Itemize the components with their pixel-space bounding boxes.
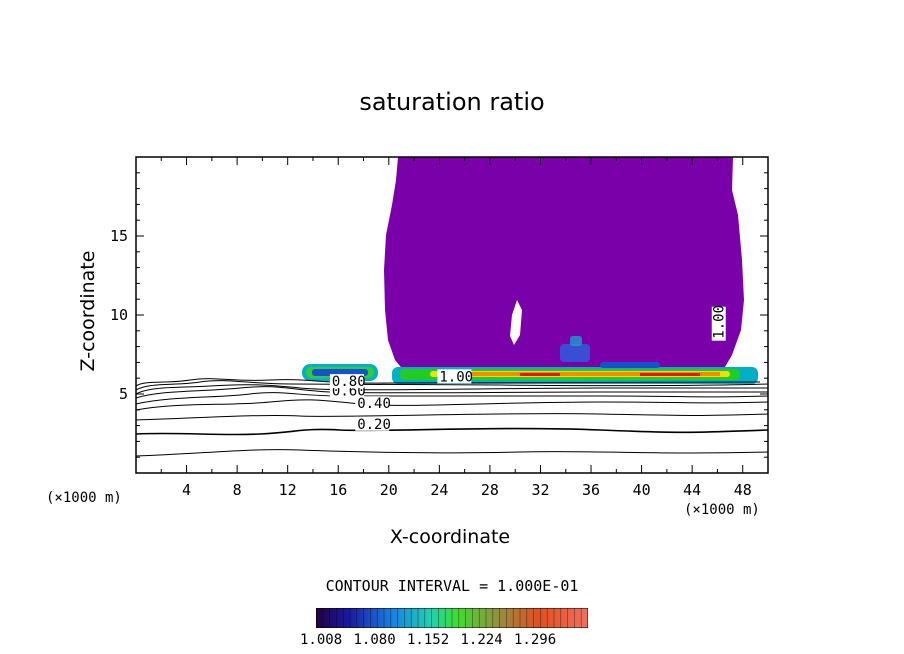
y-tick-label: 10 xyxy=(110,306,128,324)
x-tick-label: 8 xyxy=(233,481,242,499)
x-tick-label: 16 xyxy=(329,481,347,499)
x-tick-label: 40 xyxy=(633,481,651,499)
colorbar-tick-label: 1.080 xyxy=(353,632,396,648)
x-tick-label: 44 xyxy=(683,481,701,499)
x-tick-label: 48 xyxy=(734,481,752,499)
contour-label-bg xyxy=(355,416,390,431)
cloud-band-main xyxy=(392,336,758,384)
supersaturated-region xyxy=(384,157,744,382)
contour-lines xyxy=(136,378,768,457)
contour-label-bg xyxy=(437,369,472,384)
colorbar xyxy=(316,608,588,628)
contour-label: 0.80 xyxy=(332,374,366,390)
contour-label-bg xyxy=(329,374,364,389)
x-tick-label: 12 xyxy=(279,481,297,499)
x-axis-label: X-coordinate xyxy=(389,526,511,548)
contour-label: 1.00 xyxy=(712,305,728,339)
contour-label: 0.20 xyxy=(357,417,391,433)
chart-title: saturation ratio xyxy=(359,88,545,116)
contour-label-bg xyxy=(355,396,390,411)
clear-air-notch xyxy=(510,300,522,345)
contour-label-bg xyxy=(711,306,726,341)
x-tick-label: 36 xyxy=(582,481,600,499)
y-axis-label: Z-coordinate xyxy=(77,250,99,372)
contour-label: 0.40 xyxy=(357,396,391,412)
x-tick-label: 4 xyxy=(182,481,191,499)
contour-label: 1.00 xyxy=(439,369,473,385)
colorbar-tick-label: 1.008 xyxy=(300,632,343,648)
y-tick-label: 5 xyxy=(119,385,128,403)
colorbar-tick-label: 1.224 xyxy=(460,632,503,648)
contour-label-layer: 0.200.400.600.80 1.001.00 xyxy=(329,305,728,433)
contour-interval-note: CONTOUR INTERVAL = 1.000E-01 xyxy=(325,577,579,595)
y-tick-label: 15 xyxy=(110,227,128,245)
x-tick-label: 20 xyxy=(380,481,398,499)
clear-air-edge xyxy=(742,157,768,380)
x-tick-label: 32 xyxy=(531,481,549,499)
x-unit-right: (×1000 m) xyxy=(684,502,760,518)
x-tick-label: 28 xyxy=(481,481,499,499)
axis-ticks xyxy=(136,157,768,473)
colorbar-tick-label: 1.152 xyxy=(407,632,450,648)
colorbar-tick-label: 1.296 xyxy=(514,632,557,648)
x-tick-label: 24 xyxy=(430,481,448,499)
x-unit-left: (×1000 m) xyxy=(46,490,122,506)
